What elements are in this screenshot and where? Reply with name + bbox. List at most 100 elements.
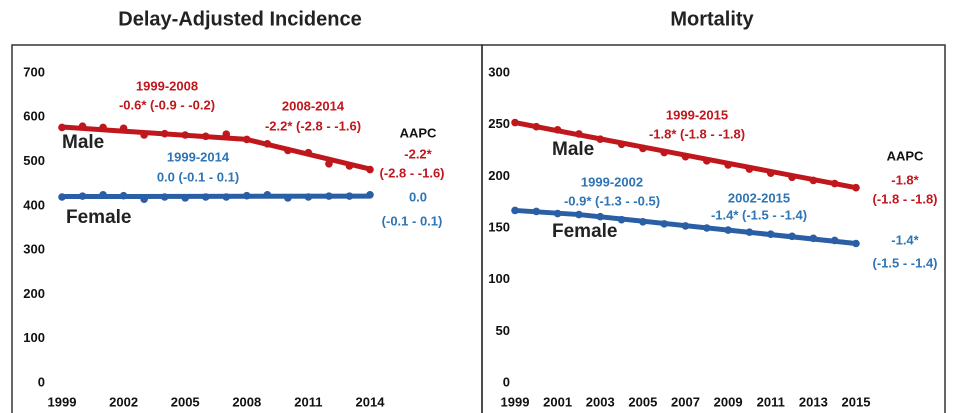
x-tick-label: 1999 bbox=[48, 394, 77, 409]
y-tick-label: 700 bbox=[23, 64, 45, 79]
data-point bbox=[160, 129, 169, 138]
data-point bbox=[745, 228, 754, 236]
trend-line bbox=[59, 124, 250, 142]
chart-title: Delay-Adjusted Incidence bbox=[118, 8, 361, 30]
data-point bbox=[304, 193, 313, 201]
data-point bbox=[284, 194, 292, 202]
data-point bbox=[99, 123, 107, 132]
data-point bbox=[160, 193, 169, 201]
chart-title: Mortality bbox=[670, 8, 754, 30]
data-point bbox=[222, 130, 231, 138]
y-tick-label: 300 bbox=[488, 64, 510, 79]
data-point bbox=[222, 193, 231, 201]
data-point bbox=[532, 122, 541, 131]
y-tick-label: 100 bbox=[23, 330, 45, 345]
x-tick-label: 2005 bbox=[628, 394, 657, 409]
y-tick-label: 0 bbox=[38, 374, 45, 389]
y-tick-label: 250 bbox=[488, 116, 510, 131]
annotation: -0.9* (-1.3 - -0.5) bbox=[564, 193, 660, 208]
data-point bbox=[78, 192, 87, 200]
data-point bbox=[788, 232, 796, 241]
series-label: Female bbox=[66, 207, 131, 228]
data-point bbox=[366, 190, 374, 199]
data-point bbox=[325, 192, 333, 200]
data-point bbox=[660, 148, 668, 157]
annotation: 0.0 bbox=[409, 189, 427, 204]
data-point bbox=[724, 226, 732, 234]
annotation: 0.0 (-0.1 - 0.1) bbox=[157, 169, 239, 184]
x-tick-label: 2008 bbox=[232, 394, 261, 409]
x-tick-label: 2002 bbox=[109, 394, 138, 409]
annotation: -2.2* (-2.8 - -1.6) bbox=[265, 118, 361, 133]
x-tick-label: 2011 bbox=[294, 394, 322, 409]
data-point bbox=[809, 234, 818, 243]
data-point bbox=[304, 148, 313, 157]
annotation: 1999-2014 bbox=[167, 149, 230, 164]
series-label: Female bbox=[552, 221, 617, 242]
data-point bbox=[263, 190, 272, 199]
data-point bbox=[181, 131, 189, 139]
data-point bbox=[830, 179, 839, 188]
data-point bbox=[140, 195, 148, 204]
x-tick-label: 2009 bbox=[714, 394, 743, 409]
data-point bbox=[681, 222, 690, 230]
data-point bbox=[553, 209, 562, 218]
x-tick-label: 2003 bbox=[586, 394, 615, 409]
x-tick-label: 2001 bbox=[543, 394, 572, 409]
y-tick-label: 500 bbox=[23, 153, 45, 168]
annotation: -2.2* bbox=[404, 146, 432, 161]
data-point bbox=[284, 146, 292, 155]
y-tick-label: 400 bbox=[23, 197, 45, 212]
data-point bbox=[703, 224, 711, 232]
data-point bbox=[575, 130, 583, 138]
data-point bbox=[766, 230, 775, 238]
annotation: (-2.8 - -1.6) bbox=[379, 165, 444, 180]
data-point bbox=[345, 162, 354, 170]
data-point bbox=[243, 135, 251, 144]
data-point bbox=[511, 118, 519, 127]
data-point bbox=[58, 193, 66, 201]
y-tick-label: 200 bbox=[488, 168, 510, 183]
y-tick-label: 300 bbox=[23, 242, 45, 257]
annotation: (-1.8 - -1.8) bbox=[872, 191, 937, 206]
annotation: 1999-2015 bbox=[666, 107, 728, 122]
annotation: -1.4* bbox=[891, 232, 919, 247]
series-label: Male bbox=[62, 132, 104, 153]
annotation: AAPC bbox=[887, 148, 924, 163]
data-point bbox=[366, 165, 374, 174]
y-tick-label: 100 bbox=[488, 271, 510, 286]
data-point bbox=[809, 176, 818, 185]
data-point bbox=[58, 123, 66, 132]
data-point bbox=[201, 132, 210, 141]
data-point bbox=[766, 169, 775, 178]
x-tick-label: 2015 bbox=[842, 394, 871, 409]
data-point bbox=[617, 140, 626, 149]
data-point bbox=[181, 194, 189, 202]
annotation: 2008-2014 bbox=[282, 98, 345, 113]
x-tick-label: 2007 bbox=[671, 394, 700, 409]
annotation: -1.4* (-1.5 - -1.4) bbox=[711, 207, 807, 222]
data-point bbox=[660, 220, 668, 228]
annotation: 1999-2002 bbox=[581, 174, 643, 189]
data-point bbox=[639, 144, 647, 153]
data-point bbox=[745, 165, 754, 173]
data-point bbox=[263, 140, 272, 148]
data-point bbox=[596, 135, 605, 143]
x-tick-label: 2014 bbox=[356, 394, 386, 409]
data-point bbox=[511, 206, 519, 215]
y-tick-label: 0 bbox=[503, 374, 510, 389]
data-point bbox=[119, 124, 128, 133]
series-label: Male bbox=[552, 139, 594, 160]
data-point bbox=[243, 191, 251, 200]
data-point bbox=[119, 191, 128, 200]
data-point bbox=[703, 157, 711, 165]
y-tick-label: 150 bbox=[488, 219, 510, 234]
data-point bbox=[724, 161, 732, 169]
annotation: AAPC bbox=[400, 125, 437, 140]
data-point bbox=[345, 192, 354, 200]
annotation: 1999-2008 bbox=[136, 78, 198, 93]
data-point bbox=[788, 173, 796, 182]
y-tick-label: 600 bbox=[23, 109, 45, 124]
data-point bbox=[617, 215, 626, 224]
